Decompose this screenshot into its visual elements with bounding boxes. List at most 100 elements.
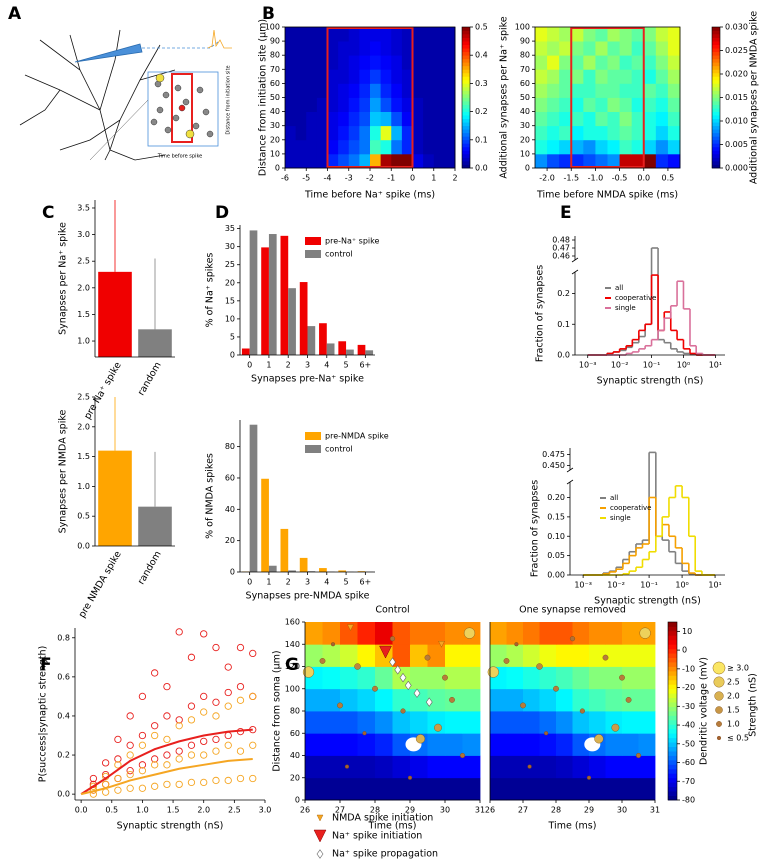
colorbar-slice: [668, 733, 677, 739]
heatmap-cell: [295, 125, 307, 141]
neuron-dendrite: [19, 29, 176, 161]
synapse: [389, 636, 396, 642]
heatmap-cell: [444, 153, 456, 169]
heatmap-cell: [433, 139, 445, 155]
contour-cell: [539, 644, 557, 667]
colorbar-slice: [668, 782, 677, 788]
heatmap-cell: [444, 83, 456, 98]
colorbar-slice: [462, 115, 470, 120]
heatmap-cell: [667, 27, 681, 42]
point: [187, 751, 196, 759]
colorbar-slice: [462, 51, 470, 56]
x-tick-label: 4: [324, 578, 329, 587]
bar: [319, 323, 327, 355]
colorbar-slice: [462, 79, 470, 84]
heatmap-cell: [285, 27, 297, 42]
y-tick-label: 0.1: [475, 135, 488, 144]
colorbar-slice: [462, 69, 470, 74]
heatmap-cell: [607, 27, 620, 42]
bar: [338, 570, 347, 572]
fit-line: [80, 728, 253, 795]
heatmap-cell: [316, 41, 328, 56]
point: [175, 628, 183, 636]
na-propagation: [394, 665, 402, 675]
colorbar-slice: [712, 55, 720, 60]
point: [236, 682, 245, 691]
colorbar-slice: [462, 118, 470, 123]
y-tick-label: 1.0: [77, 337, 90, 346]
highlight-window: [326, 27, 414, 168]
synapse: [579, 708, 585, 714]
heatmap-cell: [643, 69, 657, 84]
contour-cell: [462, 777, 481, 801]
colorbar-slice: [462, 30, 470, 35]
point: [138, 741, 147, 749]
contour-cell: [638, 666, 656, 690]
contour-cell: [589, 755, 606, 779]
colorbar-slice: [668, 648, 677, 654]
heatmap-cell: [643, 97, 657, 112]
colorbar-slice: [668, 737, 677, 743]
heatmap-cell: [595, 111, 608, 127]
heatmap-cell: [295, 97, 307, 112]
heatmap-cell: [559, 111, 572, 127]
heatmap-cell: [444, 69, 456, 84]
contour-cell: [375, 733, 393, 756]
colorbar-slice: [668, 742, 677, 747]
y-tick-label: 20: [520, 135, 530, 144]
heatmap-cell: [423, 111, 435, 127]
point: [163, 780, 171, 789]
x-tick-label: 28: [370, 806, 380, 815]
x-axis-label: Synaptic strength (nS): [117, 821, 224, 832]
colorbar-slice: [712, 83, 720, 88]
legend-swatch: [305, 250, 321, 258]
colorbar-slice: [668, 662, 677, 667]
colorbar-slice: [668, 675, 677, 681]
contour-cell: [462, 688, 481, 712]
y-tick-label: 0.4: [57, 711, 70, 720]
y-tick-label: -20: [682, 683, 695, 692]
y-tick-label: 80: [225, 442, 235, 451]
colorbar-slice: [712, 157, 720, 162]
synapse: [639, 627, 651, 639]
colorbar-slice: [462, 111, 470, 116]
point: [151, 755, 159, 763]
synapse: [611, 723, 620, 732]
y-axis-label: Synapses per NMDA spike: [58, 410, 69, 534]
point: [114, 755, 122, 763]
heatmap-cell: [571, 139, 584, 155]
contour-cell: [322, 666, 341, 690]
synapse: [330, 642, 336, 647]
x-tick-label: 2.0: [197, 806, 210, 815]
contour-cell: [305, 688, 323, 712]
y-tick-label: 0.005: [725, 140, 748, 149]
heatmap-cell: [338, 69, 350, 84]
x-tick-label: 10⁻³: [574, 581, 592, 590]
point: [126, 770, 134, 779]
contour-cell: [589, 711, 606, 734]
synapse: [569, 636, 576, 642]
contour-cell: [605, 688, 623, 712]
colorbar-slice: [462, 136, 470, 141]
heatmap-cell: [359, 55, 371, 70]
heatmap-cell: [631, 139, 645, 155]
colorbar-slice: [712, 132, 720, 137]
x-tick-label: 31: [650, 806, 660, 815]
heatmap-cell: [306, 41, 318, 56]
heatmap-cell: [595, 97, 608, 112]
synapse: [536, 663, 543, 670]
heatmap-cell: [655, 55, 669, 70]
bar: [288, 288, 296, 355]
heatmap-cell: [412, 55, 424, 70]
contour-cell: [392, 644, 411, 667]
x-tick-label: 29: [584, 806, 594, 815]
heatmap-cell: [285, 139, 297, 155]
heatmap-cell: [306, 125, 318, 141]
heatmap-cell: [559, 97, 572, 112]
point: [138, 692, 147, 701]
heatmap-cell: [306, 69, 318, 84]
heatmap-cell: [306, 83, 318, 98]
contour-cell: [490, 755, 507, 779]
colorbar-slice: [668, 795, 677, 801]
heatmap-cell: [391, 41, 403, 56]
